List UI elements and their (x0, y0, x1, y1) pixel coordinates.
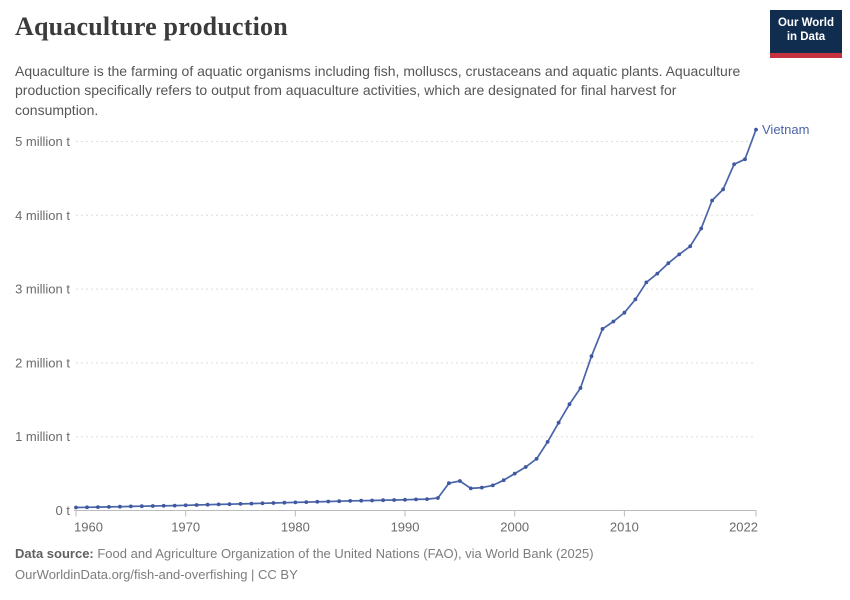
series-label-vietnam[interactable]: Vietnam (762, 122, 809, 137)
data-source-label: Data source: (15, 546, 94, 561)
y-axis-labels: 0 t 1 million t 2 million t 3 million t 4 mi… (15, 134, 70, 518)
owid-logo[interactable]: Our World in Data (770, 10, 842, 58)
data-point[interactable] (479, 485, 484, 490)
data-point[interactable] (315, 499, 320, 504)
data-point[interactable] (403, 497, 407, 502)
data-point[interactable] (589, 354, 594, 359)
data-point[interactable] (183, 503, 188, 508)
x-tick-label: 2010 (610, 520, 639, 535)
chart-subtitle: Aquaculture is the farming of aquatic or… (15, 63, 741, 118)
x-tick-label: 1960 (74, 520, 103, 535)
data-point[interactable] (271, 501, 276, 505)
data-point[interactable] (359, 498, 364, 503)
y-tick-label: 3 million t (15, 282, 70, 297)
data-point[interactable] (194, 503, 199, 507)
data-point[interactable] (677, 252, 682, 257)
data-point[interactable] (128, 504, 133, 509)
data-point[interactable] (556, 420, 561, 425)
data-point[interactable] (348, 499, 353, 503)
data-point[interactable] (490, 483, 495, 488)
data-point[interactable] (512, 471, 517, 476)
footer-license: | CC BY (247, 567, 298, 583)
data-point[interactable] (227, 502, 232, 507)
data-point[interactable] (172, 503, 177, 508)
data-point[interactable] (545, 440, 550, 444)
data-point[interactable] (468, 486, 473, 491)
data-point[interactable] (370, 498, 374, 503)
data-point[interactable] (644, 280, 649, 285)
data-point[interactable] (96, 505, 100, 509)
owid-logo-line1: Our World (777, 17, 834, 29)
data-point[interactable] (447, 481, 451, 486)
y-tick-label: 5 million t (15, 134, 70, 149)
chart-footer: Data source: Food and Agriculture Organi… (15, 543, 594, 585)
data-point[interactable] (458, 479, 462, 483)
data-point[interactable] (622, 310, 627, 315)
data-point[interactable] (666, 261, 671, 266)
data-point[interactable] (633, 297, 638, 302)
y-tick-label: 0 t (56, 503, 71, 518)
data-point[interactable] (161, 503, 166, 508)
data-point[interactable] (337, 499, 342, 504)
data-point[interactable] (238, 502, 243, 506)
data-point[interactable] (743, 157, 747, 162)
data-point[interactable] (249, 501, 254, 506)
data-point[interactable] (304, 500, 309, 504)
data-point[interactable] (216, 502, 221, 507)
data-point[interactable] (74, 505, 78, 510)
x-tick-label: 1980 (281, 520, 310, 535)
data-point[interactable] (655, 271, 660, 276)
data-point[interactable] (710, 198, 714, 203)
page-title: Aquaculture production (15, 12, 288, 41)
data-point[interactable] (501, 478, 506, 483)
data-point[interactable] (721, 187, 725, 192)
x-tick-label: 1990 (391, 520, 420, 535)
data-point[interactable] (688, 244, 693, 249)
x-axis-ticks: 1960 1970 1980 1990 2000 2010 2022 (74, 510, 758, 535)
owid-logo-accent-bar (770, 53, 842, 58)
data-point-markers[interactable] (74, 127, 758, 510)
x-tick-label: 2022 (729, 520, 758, 535)
data-point[interactable] (414, 497, 418, 502)
data-point[interactable] (85, 505, 89, 510)
data-point[interactable] (699, 226, 704, 231)
data-point[interactable] (260, 501, 265, 506)
data-point[interactable] (732, 162, 736, 167)
data-point[interactable] (611, 319, 616, 324)
data-point[interactable] (567, 402, 572, 407)
data-point[interactable] (293, 500, 298, 505)
owid-logo-line2: in Data (786, 31, 826, 44)
footer-license-line: OurWorldinData.org/fish-and-overfishing … (15, 564, 594, 585)
data-point[interactable] (107, 505, 111, 509)
x-tick-label: 2000 (500, 520, 529, 535)
data-point[interactable] (381, 498, 385, 503)
data-point[interactable] (600, 327, 605, 331)
data-point[interactable] (754, 127, 758, 132)
x-tick-label: 1970 (171, 520, 200, 535)
data-point[interactable] (523, 465, 528, 469)
chart-svg[interactable]: 0 t 1 million t 2 million t 3 million t 4 mi… (0, 120, 850, 545)
y-tick-label: 4 million t (15, 208, 70, 223)
y-tick-label: 1 million t (15, 429, 70, 444)
footer-link[interactable]: OurWorldinData.org/fish-and-overfishing (15, 567, 248, 583)
y-tick-label: 2 million t (15, 355, 70, 370)
data-point[interactable] (392, 498, 396, 502)
series-line-vietnam[interactable] (75, 128, 757, 509)
data-point[interactable] (578, 386, 583, 390)
data-point[interactable] (205, 502, 210, 507)
data-point[interactable] (326, 499, 331, 504)
data-source-text: Food and Agriculture Organization of the… (93, 546, 594, 561)
data-point[interactable] (436, 496, 440, 500)
footer-source-line: Data source: Food and Agriculture Organi… (15, 543, 594, 564)
y-gridlines (74, 140, 756, 511)
data-point[interactable] (139, 504, 144, 509)
data-point[interactable] (534, 456, 539, 461)
data-point[interactable] (425, 497, 429, 501)
data-point[interactable] (150, 504, 155, 508)
data-point[interactable] (118, 504, 122, 509)
data-point[interactable] (282, 500, 287, 505)
